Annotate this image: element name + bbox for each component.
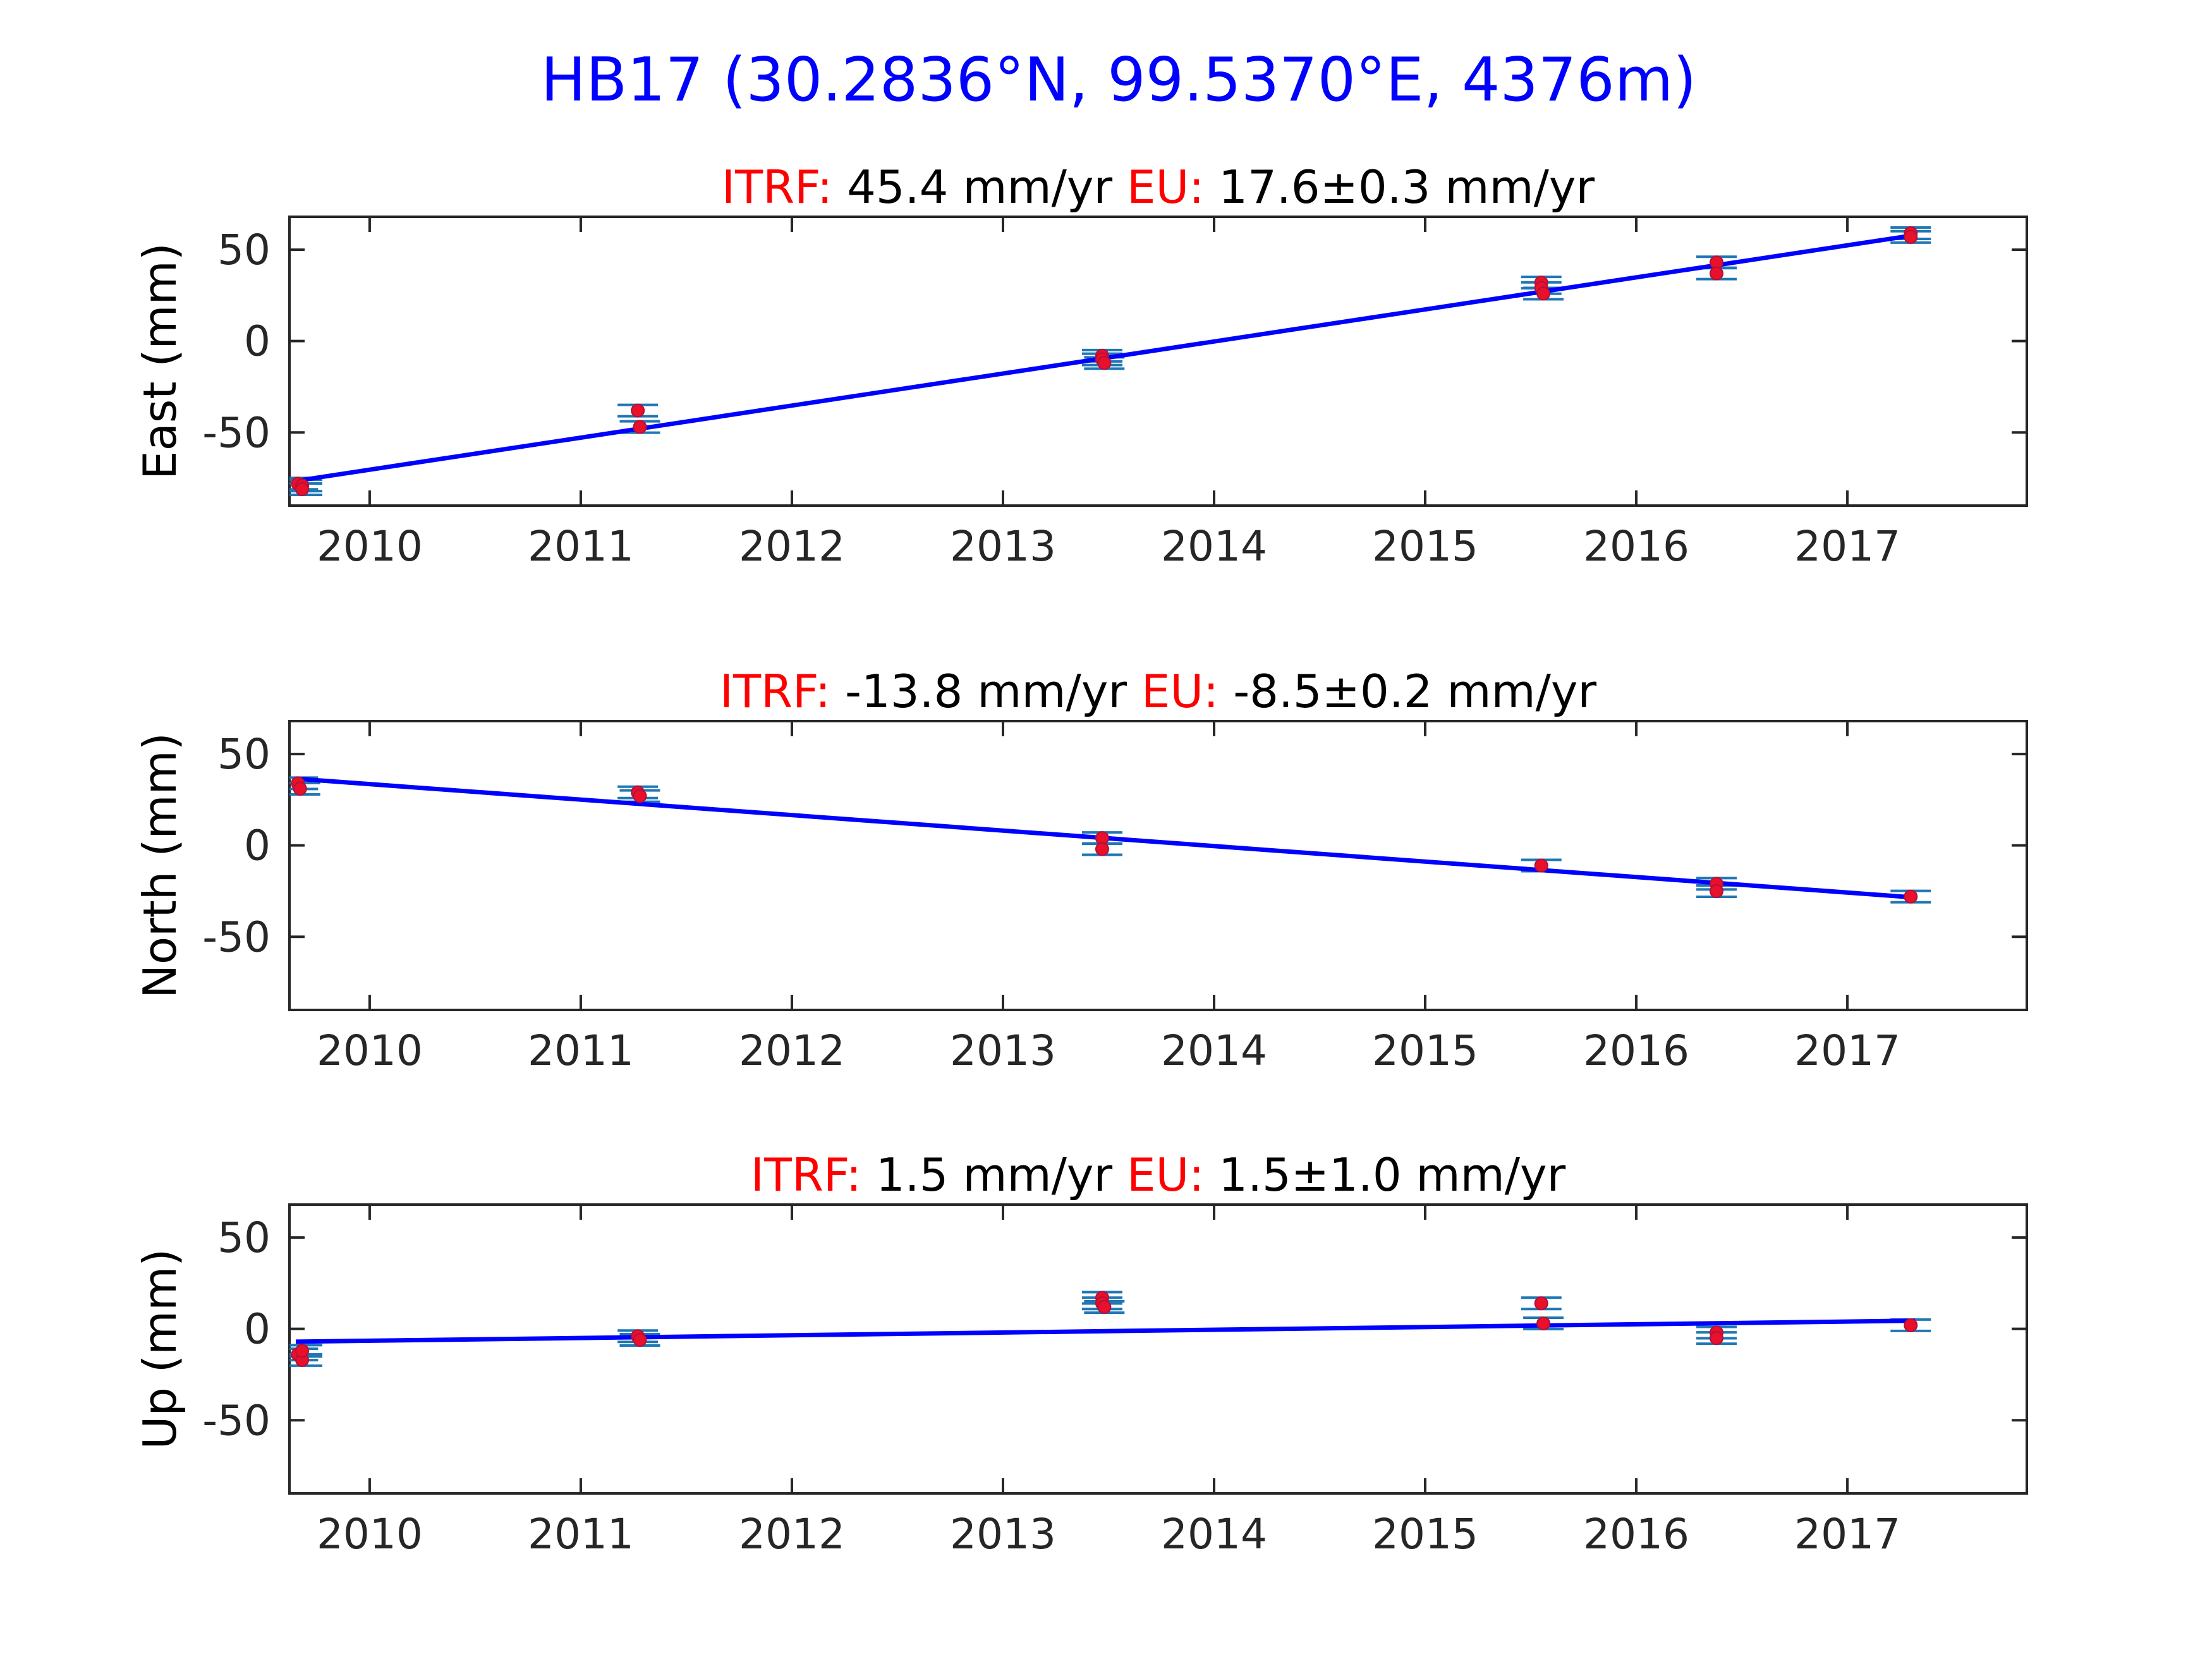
y-axis-label: East (mm)	[133, 243, 186, 480]
itrf-value: -13.8 mm/yr	[830, 665, 1141, 718]
data-point	[633, 789, 647, 803]
data-point	[1709, 1331, 1723, 1346]
plot-frame	[288, 216, 2028, 507]
x-tick-label: 2012	[739, 1510, 845, 1559]
rate-header: ITRF: 45.4 mm/yr EU: 17.6±0.3 mm/yr	[722, 161, 1595, 214]
data-point	[1709, 884, 1723, 898]
panel-up: 2010 2011 2012 2013 2014 2015 2016 2017 50 0 -50 Up…	[133, 1148, 2028, 1559]
rate-header: ITRF: 1.5 mm/yr EU: 1.5±1.0 mm/yr	[751, 1148, 1566, 1201]
x-tick-label: 2015	[1372, 522, 1478, 571]
y-tick-label: 0	[244, 1305, 270, 1354]
x-tick-label: 2011	[528, 1026, 634, 1075]
x-tick-label: 2013	[950, 522, 1056, 571]
data-point	[633, 420, 647, 434]
plot-frame	[288, 720, 2028, 1011]
eu-value: -8.5±0.2 mm/yr	[1218, 665, 1596, 718]
x-tick-label: 2013	[950, 1026, 1056, 1075]
itrf-label: ITRF:	[751, 1148, 861, 1201]
x-tick-label: 2017	[1794, 522, 1900, 571]
data-point	[1709, 266, 1723, 281]
linear-fit-line	[295, 1318, 1916, 1344]
figure-title: HB17 (30.2836°N, 99.5370°E, 4376m)	[541, 46, 1697, 115]
data-point	[293, 782, 307, 796]
eu-label: EU:	[1141, 665, 1218, 718]
y-tick-label: -50	[202, 913, 270, 961]
x-tick-label: 2016	[1583, 1510, 1689, 1559]
data-point	[1095, 842, 1109, 856]
data-point	[1536, 1316, 1551, 1331]
x-tick-label: 2014	[1161, 1510, 1267, 1559]
data-point	[1534, 1296, 1548, 1311]
eu-value: 1.5±1.0 mm/yr	[1204, 1148, 1565, 1201]
data-point	[1904, 889, 1918, 904]
data-point	[633, 1333, 647, 1347]
data-point	[1097, 1299, 1112, 1314]
x-tick-label: 2015	[1372, 1026, 1478, 1075]
x-tick-label: 2012	[739, 522, 845, 571]
data-layer	[289, 776, 1931, 904]
data-layer	[289, 1291, 1931, 1367]
x-tick-label: 2011	[528, 1510, 634, 1559]
y-tick-label: -50	[202, 408, 270, 457]
data-point	[295, 482, 310, 496]
x-tick-label: 2016	[1583, 522, 1689, 571]
itrf-label: ITRF:	[722, 161, 832, 214]
rate-header: ITRF: -13.8 mm/yr EU: -8.5±0.2 mm/yr	[720, 665, 1597, 718]
eu-value: 17.6±0.3 mm/yr	[1204, 161, 1595, 214]
itrf-value: 1.5 mm/yr	[861, 1148, 1127, 1201]
y-tick-label: 50	[217, 226, 270, 274]
x-tick-label: 2014	[1161, 522, 1267, 571]
data-point	[1534, 858, 1548, 873]
itrf-label: ITRF:	[720, 665, 830, 718]
eu-label: EU:	[1127, 161, 1204, 214]
y-tick-label: 50	[217, 730, 270, 779]
data-point	[1097, 356, 1112, 370]
x-tick-label: 2015	[1372, 1510, 1478, 1559]
x-tick-label: 2010	[317, 522, 423, 571]
y-axis-label: Up (mm)	[133, 1249, 186, 1450]
x-tick-label: 2010	[317, 1510, 423, 1559]
y-tick-label: -50	[202, 1396, 270, 1445]
data-point	[1904, 229, 1918, 244]
eu-label: EU:	[1127, 1148, 1204, 1201]
panels-container: 2010 2011 2012 2013 2014 2015 2016 2017 50 0 -50 Ea…	[133, 161, 2028, 1559]
y-tick-label: 0	[244, 822, 270, 870]
data-point	[1904, 1318, 1918, 1332]
y-axis-label: North (mm)	[133, 732, 186, 999]
x-tick-label: 2012	[739, 1026, 845, 1075]
x-tick-label: 2017	[1794, 1026, 1900, 1075]
x-tick-label: 2013	[950, 1510, 1056, 1559]
data-point	[295, 1344, 310, 1358]
panel-north: 2010 2011 2012 2013 2014 2015 2016 2017 50 0 -50 No…	[133, 665, 2028, 1075]
y-tick-label: 0	[244, 317, 270, 366]
x-tick-label: 2017	[1794, 1510, 1900, 1559]
panel-east: 2010 2011 2012 2013 2014 2015 2016 2017 50 0 -50 Ea…	[133, 161, 2028, 571]
x-tick-label: 2010	[317, 1026, 423, 1075]
x-tick-label: 2016	[1583, 1026, 1689, 1075]
x-tick-label: 2011	[528, 522, 634, 571]
y-tick-label: 50	[217, 1213, 270, 1262]
data-layer	[289, 226, 1931, 496]
itrf-value: 45.4 mm/yr	[832, 161, 1127, 214]
x-tick-label: 2014	[1161, 1026, 1267, 1075]
data-point	[631, 403, 645, 418]
data-point	[1536, 286, 1551, 301]
